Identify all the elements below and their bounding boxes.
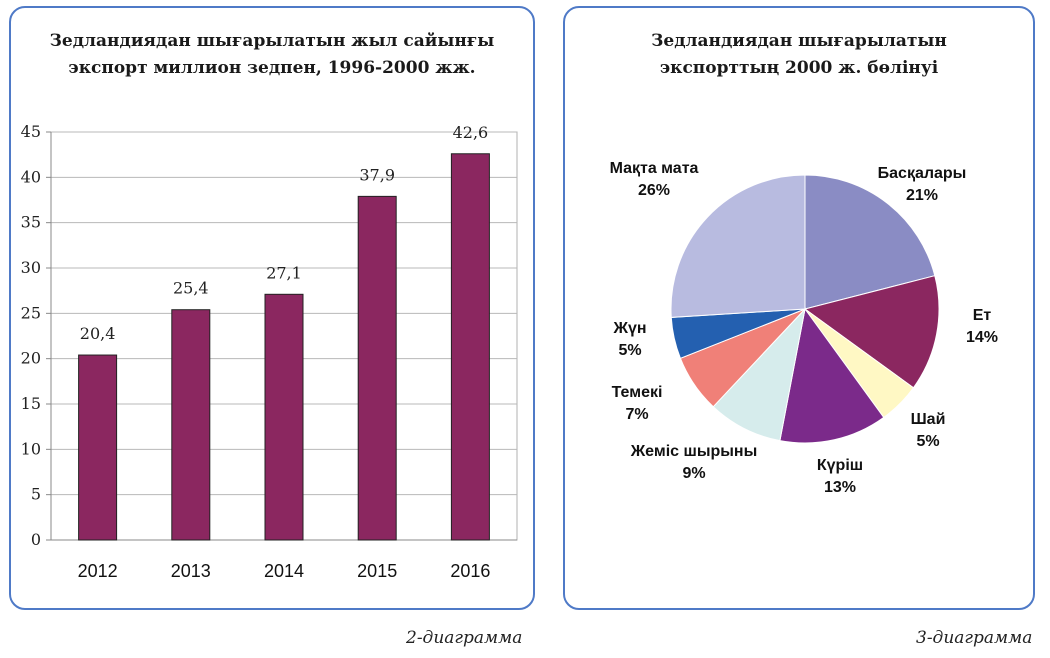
pie-slice-percent: 7% [625, 406, 648, 423]
pie-slice-name: Күріш [817, 457, 863, 474]
y-tick-label: 0 [31, 530, 41, 549]
x-tick-label: 2013 [171, 561, 211, 581]
bar-data-label: 27,1 [266, 263, 302, 282]
bar-data-label: 20,4 [80, 324, 116, 343]
pie-slice-percent: 21% [906, 187, 938, 204]
pie-slice-percent: 26% [638, 182, 670, 199]
bar-chart-title-line-2: экспорт миллион зедпен, 1996-2000 жж. [68, 58, 476, 78]
y-tick-label: 10 [21, 439, 41, 458]
caption-left: 2-диаграмма [406, 628, 523, 648]
pie-slice-name: Темекі [612, 384, 663, 401]
pie-slice-name: Шай [911, 411, 946, 428]
bar-data-label: 37,9 [359, 165, 395, 184]
bar [171, 309, 211, 541]
pie-slice [670, 174, 806, 318]
pie-chart-title-line-2: экспорттың 2000 ж. бөлінуі [659, 58, 939, 78]
y-tick-label: 30 [21, 258, 41, 277]
y-tick-label: 45 [21, 122, 41, 141]
pie-slice-name: Жеміс шырыны [630, 443, 758, 460]
pie-slice [803, 275, 940, 389]
bar [450, 153, 490, 541]
pie-slice-percent: 13% [824, 479, 856, 496]
x-tick-label: 2014 [264, 561, 304, 581]
pie-slice-percent: 14% [966, 329, 998, 346]
x-tick-label: 2016 [450, 561, 490, 581]
pie-chart-title-line-1: Зедландиядан шығарылатын [651, 31, 947, 51]
pie-slice-percent: 5% [916, 433, 939, 450]
y-tick-label: 25 [21, 303, 41, 322]
x-tick-label: 2015 [357, 561, 397, 581]
pie-slice-percent: 5% [618, 342, 641, 359]
bar [264, 293, 304, 541]
caption-right: 3-диаграмма [916, 628, 1033, 648]
pie-slice-name: Мақта мата [610, 160, 699, 177]
y-tick-label: 35 [21, 213, 41, 232]
bar-chart-title-line-1: Зедландиядан шығарылатын жыл сайынғы [49, 31, 495, 51]
bar-data-label: 25,4 [173, 279, 209, 298]
pie-slice-percent: 9% [682, 465, 705, 482]
y-tick-label: 15 [21, 394, 41, 413]
y-tick-label: 40 [21, 167, 41, 186]
y-tick-label: 5 [31, 485, 41, 504]
pie-slice-name: Басқалары [878, 165, 967, 182]
pie-slice [804, 174, 936, 310]
pie-chart-title: Зедландиядан шығарылатын экспорттың 2000… [565, 28, 1033, 82]
pie-slice-name: Ет [973, 307, 992, 324]
y-tick-label: 20 [21, 349, 41, 368]
bar-data-label: 42,6 [453, 123, 489, 142]
pie-slice-name: Жүн [612, 320, 646, 337]
bar [78, 354, 118, 541]
x-tick-label: 2012 [78, 561, 118, 581]
bar [357, 195, 397, 541]
pie-slice [779, 307, 885, 444]
bar-chart-title: Зедландиядан шығарылатын жыл сайынғы экс… [11, 28, 533, 82]
